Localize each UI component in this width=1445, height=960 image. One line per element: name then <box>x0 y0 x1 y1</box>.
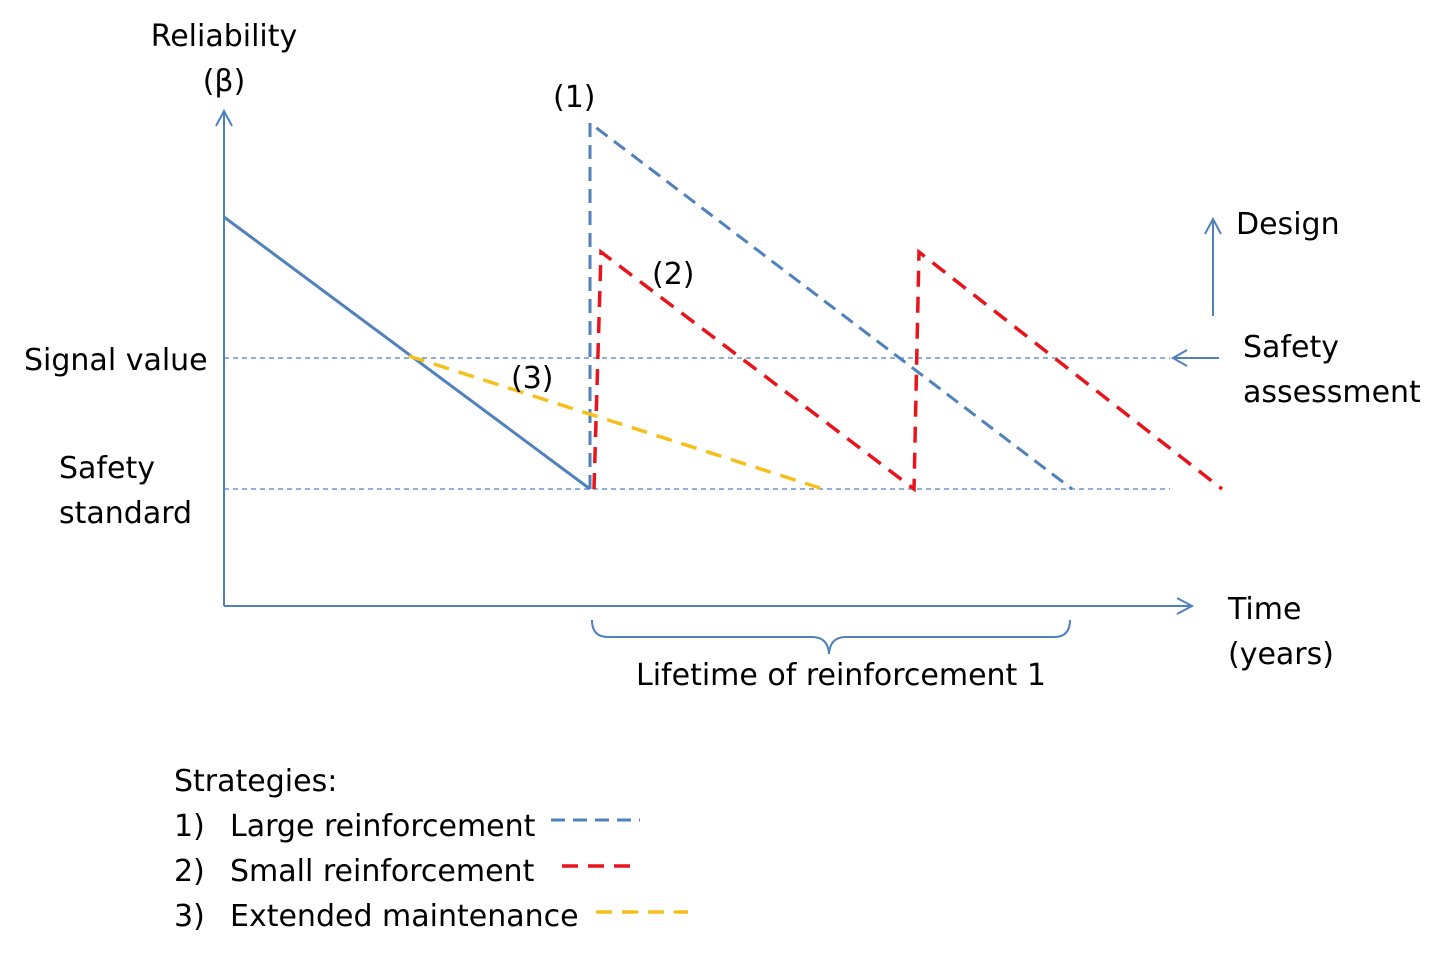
axes <box>215 108 1195 615</box>
x-axis-arrowhead <box>1176 597 1195 615</box>
legend-item-3-number: 3) <box>174 899 205 934</box>
legend-heading: Strategies: <box>174 764 337 799</box>
lifetime-label: Lifetime of reinforcement 1 <box>636 658 1046 693</box>
y-axis-arrowhead <box>215 108 233 127</box>
legend-item-1-number: 1) <box>174 809 205 844</box>
strategy1-marker: (1) <box>553 80 596 115</box>
signal-value-label: Signal value <box>24 343 208 378</box>
strategy2-line <box>592 248 1224 493</box>
lifetime-brace <box>591 619 1071 655</box>
strategy1-line <box>588 119 1073 491</box>
strategy3-marker: (3) <box>511 361 554 396</box>
strategy2-marker: (2) <box>652 257 695 292</box>
legend-item-2-label: Small reinforcement <box>230 854 535 889</box>
legend-item-2-number: 2) <box>174 854 205 889</box>
legend: Strategies: 1) Large reinforcement 2) Sm… <box>174 764 688 934</box>
safety-assessment-arrowhead <box>1170 349 1188 367</box>
baseline-degradation-line <box>223 215 591 491</box>
y-axis-symbol: (β) <box>203 64 246 99</box>
x-axis-unit: (years) <box>1228 637 1334 672</box>
safety-assessment-label: Safety <box>1243 330 1339 365</box>
safety-standard-label: Safety <box>59 451 155 486</box>
safety-standard-label-2: standard <box>59 496 192 531</box>
safety-assessment-label-2: assessment <box>1243 375 1421 410</box>
y-axis-label: Reliability <box>151 19 298 54</box>
strategy3-line <box>408 354 824 491</box>
x-axis-label: Time <box>1227 592 1301 627</box>
legend-item-1-label: Large reinforcement <box>230 809 536 844</box>
legend-item-3-label: Extended maintenance <box>230 899 579 934</box>
design-label: Design <box>1236 207 1340 242</box>
design-arrowhead <box>1204 216 1222 235</box>
